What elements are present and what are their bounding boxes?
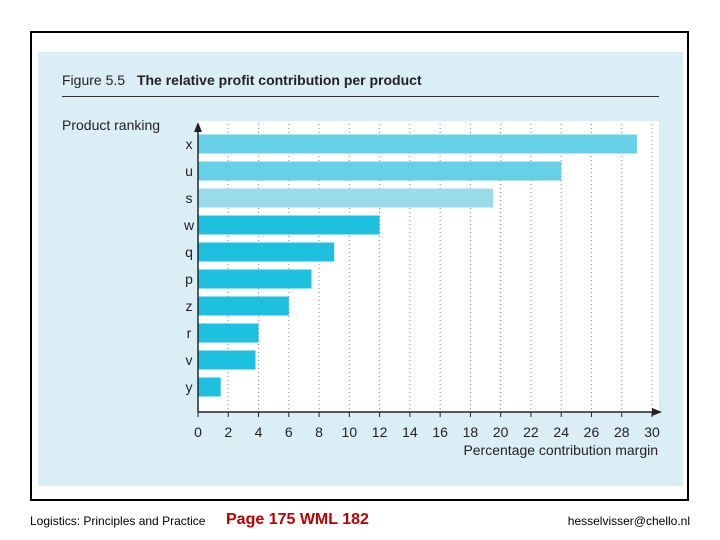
y-axis-arrow — [194, 122, 202, 132]
x-tick-label-0: 0 — [194, 424, 202, 440]
bar-v — [198, 350, 256, 370]
y-axis-label: Product ranking — [62, 117, 161, 133]
x-tick-label-28: 28 — [614, 424, 630, 440]
bar-r — [198, 323, 259, 343]
x-tick-label-18: 18 — [463, 424, 479, 440]
x-tick-label-20: 20 — [493, 424, 509, 440]
x-tick-label-6: 6 — [285, 424, 293, 440]
x-tick-label-14: 14 — [402, 424, 418, 440]
figure-number: Figure 5.5 — [62, 72, 126, 88]
x-tick-label-16: 16 — [432, 424, 448, 440]
category-label-w: w — [183, 217, 195, 233]
x-axis-label: Percentage contribution margin — [463, 442, 658, 458]
bar-z — [198, 296, 289, 316]
category-label-y: y — [186, 379, 193, 395]
bar-y — [198, 377, 221, 397]
category-label-r: r — [187, 325, 192, 341]
category-label-z: z — [186, 298, 193, 314]
category-label-s: s — [186, 190, 193, 206]
bar-x — [198, 134, 637, 154]
x-tick-label-4: 4 — [255, 424, 263, 440]
footer-page-ref: Page 175 WML 182 — [226, 511, 369, 528]
x-tick-label-12: 12 — [372, 424, 388, 440]
figure-heading: Figure 5.5 The relative profit contribut… — [62, 72, 422, 88]
bar-p — [198, 269, 312, 289]
footer-email: hesselvisser@chello.nl — [567, 514, 690, 528]
bar-q — [198, 242, 335, 262]
title-rule — [62, 96, 659, 97]
category-label-x: x — [186, 136, 193, 152]
x-tick-label-10: 10 — [342, 424, 358, 440]
x-tick-label-22: 22 — [523, 424, 539, 440]
category-label-u: u — [185, 163, 193, 179]
footer-book-title: Logistics: Principles and Practice — [30, 514, 206, 528]
x-tick-label-24: 24 — [553, 424, 569, 440]
category-label-q: q — [185, 244, 193, 260]
bar-w — [198, 215, 380, 235]
category-label-p: p — [185, 271, 193, 287]
x-tick-label-26: 26 — [584, 424, 600, 440]
x-axis-arrow — [652, 408, 662, 416]
x-tick-label-2: 2 — [224, 424, 232, 440]
x-tick-label-30: 30 — [644, 424, 660, 440]
x-tick-label-8: 8 — [315, 424, 323, 440]
figure-title: The relative profit contribution per pro… — [136, 72, 422, 88]
bar-s — [198, 188, 494, 208]
category-label-v: v — [186, 352, 193, 368]
bar-u — [198, 161, 562, 181]
